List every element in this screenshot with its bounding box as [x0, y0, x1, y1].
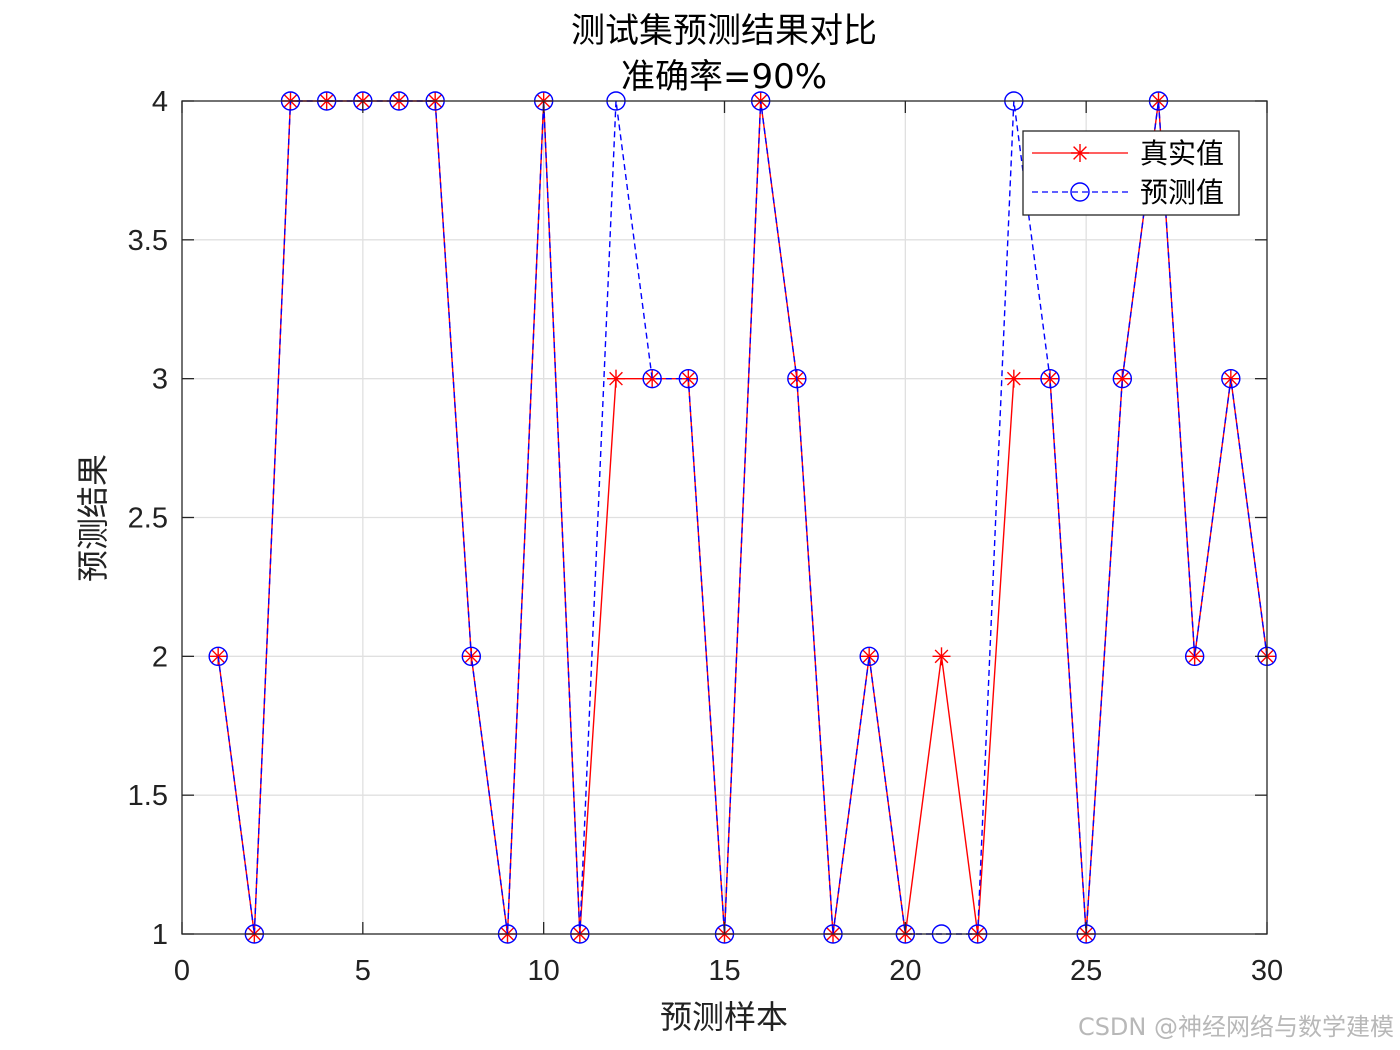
series-line	[217, 100, 1268, 935]
legend-marker-pred	[1070, 182, 1090, 202]
data-point-circle	[1040, 368, 1060, 389]
data-point-circle	[1112, 368, 1133, 389]
data-point-circle	[1070, 182, 1090, 202]
y-tick-label: 1.5	[128, 780, 168, 812]
legend-box	[1022, 130, 1240, 216]
watermark: CSDN @神经网络与数学建模	[1077, 1013, 1394, 1041]
y-tick-label: 1	[152, 919, 168, 951]
legend-marker-real	[1071, 144, 1089, 162]
y-tick-label: 2.5	[128, 503, 168, 535]
chart-subtitle: 准确率=90%	[621, 57, 827, 97]
x-tick-label: 20	[889, 955, 921, 987]
data-point-circle	[678, 368, 699, 389]
chart-title: 测试集预测结果对比	[571, 11, 877, 51]
legend-label-real: 真实值	[1140, 137, 1224, 170]
y-tick-label: 4	[152, 86, 168, 118]
x-tick-label: 5	[355, 955, 371, 987]
data-point-asterisk	[860, 647, 879, 666]
data-point-asterisk	[607, 369, 625, 388]
data-point-circle	[642, 368, 662, 389]
data-point-circle	[461, 646, 482, 667]
data-point-circle	[787, 368, 807, 389]
data-point-asterisk	[1071, 144, 1089, 162]
legend: 真实值 预测值	[1022, 130, 1240, 216]
data-point-circle	[1221, 368, 1241, 389]
y-axis-label: 预测结果	[74, 454, 112, 582]
x-tick-label: 10	[528, 955, 560, 987]
data-point-asterisk	[932, 647, 951, 666]
y-tick-label: 3.5	[128, 225, 168, 257]
x-tick-label: 30	[1251, 955, 1283, 987]
y-tick-label: 3	[152, 364, 168, 396]
grid	[182, 101, 1267, 934]
x-axis-label: 预测样本	[660, 998, 788, 1036]
x-tick-label: 15	[708, 955, 740, 987]
data-point-circle	[1184, 646, 1205, 667]
data-point-circle	[208, 646, 228, 667]
data-point-asterisk	[1004, 369, 1023, 388]
y-tick-label: 2	[152, 641, 168, 673]
x-tick-label: 25	[1070, 955, 1102, 987]
data-point-asterisk	[1113, 369, 1132, 388]
legend-label-pred: 预测值	[1140, 176, 1224, 209]
ticks: 0 5 10 15 20 25 30 1 1.5 2 2.5 3 3.5 4	[128, 86, 1283, 987]
x-tick-label: 0	[174, 955, 190, 987]
data-point-circle	[859, 646, 879, 667]
